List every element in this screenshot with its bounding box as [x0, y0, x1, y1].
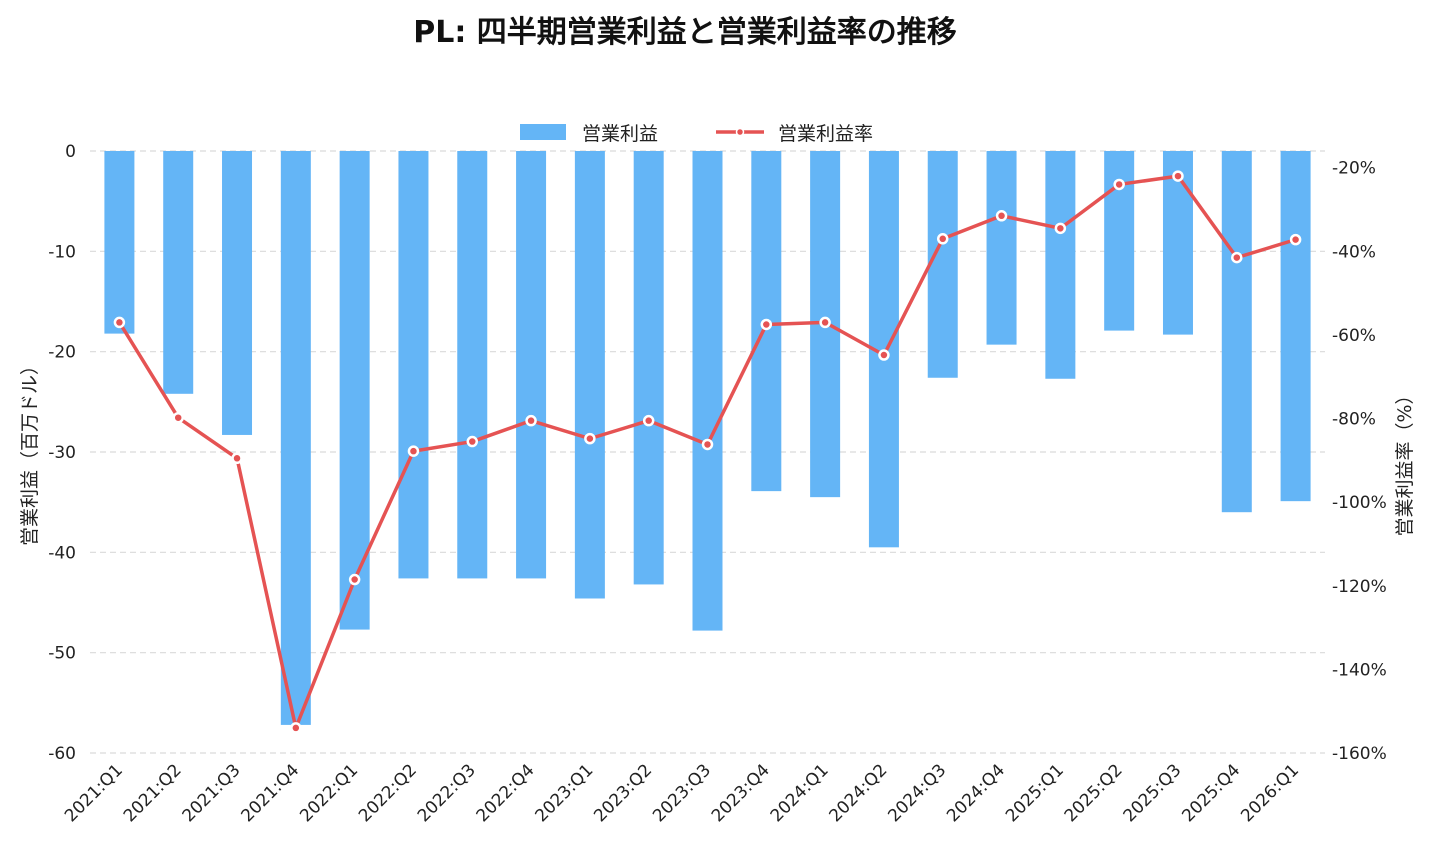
x-tick-label: 2022:Q4: [473, 760, 539, 826]
bar: [339, 151, 370, 630]
line-point: [290, 722, 302, 734]
x-tick-label: 2024:Q4: [943, 760, 1009, 826]
x-tick-label: 2026:Q1: [1237, 760, 1303, 826]
x-tick-label: 2024:Q1: [767, 760, 833, 826]
line-point: [642, 414, 655, 427]
bar: [163, 151, 194, 394]
y2-tick-label: -60%: [1332, 326, 1376, 346]
bar: [1045, 151, 1076, 379]
x-tick-label: 2022:Q2: [355, 760, 421, 826]
y2-tick-label: -140%: [1332, 660, 1387, 680]
x-tick-label: 2025:Q4: [1178, 760, 1244, 826]
bar: [280, 151, 311, 725]
bar: [516, 151, 547, 579]
x-tick-label: 2023:Q1: [532, 760, 598, 826]
line-point: [172, 411, 184, 424]
line-point: [348, 573, 361, 586]
y2-tick-label: -120%: [1332, 577, 1387, 597]
line-point: [113, 316, 126, 329]
line-series: [113, 170, 1302, 734]
y-tick-label: -10: [48, 242, 76, 262]
x-axis-ticks: 2021:Q12021:Q22021:Q32021:Q42022:Q12022:…: [61, 760, 1303, 826]
legend-bar-label: 営業利益: [582, 123, 658, 145]
line-point: [407, 445, 420, 457]
chart-title: PL: 四半期営業利益と営業利益率の推移: [413, 15, 957, 50]
x-tick-label: 2021:Q2: [120, 760, 186, 826]
bar: [692, 151, 723, 631]
y2-tick-label: -80%: [1332, 410, 1376, 430]
line-point: [936, 233, 949, 245]
bar: [1280, 151, 1311, 502]
legend-line-label: 営業利益率: [778, 123, 873, 145]
line-point: [231, 452, 243, 465]
line-point: [1172, 170, 1184, 182]
right-axis-ticks: -20% -40% -60% -80% -100% -120% -140% -160%: [1332, 159, 1387, 764]
y2-tick-label: -100%: [1332, 493, 1387, 513]
y-tick-label: -50: [48, 644, 76, 664]
x-tick-label: 2021:Q1: [61, 760, 127, 826]
x-tick-label: 2023:Q2: [590, 760, 656, 826]
line-point: [995, 210, 1008, 222]
y-tick-label: -20: [48, 343, 76, 363]
line-point: [701, 438, 714, 451]
line-point: [819, 316, 831, 329]
y-axis-label: 営業利益（百万ドル）: [19, 356, 41, 546]
bar: [398, 151, 429, 579]
line-point: [1054, 222, 1067, 235]
legend-bar-swatch: [520, 124, 566, 140]
line-point: [466, 435, 479, 448]
line-point: [1231, 251, 1243, 264]
x-tick-label: 2023:Q4: [708, 760, 774, 826]
y2-tick-label: -20%: [1332, 159, 1376, 179]
y-tick-label: -40: [48, 543, 76, 563]
x-tick-label: 2024:Q3: [884, 760, 950, 826]
x-tick-label: 2023:Q3: [649, 760, 715, 826]
x-tick-label: 2021:Q4: [237, 760, 303, 826]
y-tick-label: -30: [48, 443, 76, 463]
bar: [104, 151, 135, 334]
line-point: [1289, 233, 1302, 246]
line-point: [1113, 178, 1125, 191]
x-tick-label: 2022:Q3: [414, 760, 480, 826]
y-tick-label: 0: [65, 142, 76, 162]
x-tick-label: 2022:Q1: [296, 760, 362, 826]
bar-series: [104, 151, 1311, 725]
left-axis-ticks: 0 -10 -20 -30 -40 -50 -60: [48, 142, 76, 764]
legend: 営業利益 営業利益率: [520, 123, 873, 145]
bar: [986, 151, 1017, 345]
x-tick-label: 2024:Q2: [826, 760, 892, 826]
line-point: [760, 318, 773, 331]
x-tick-label: 2025:Q2: [1061, 760, 1127, 826]
legend-line-marker: [735, 127, 745, 137]
bar: [1104, 151, 1135, 331]
line-point: [584, 432, 596, 445]
x-tick-label: 2021:Q3: [179, 760, 245, 826]
line-point: [878, 349, 890, 361]
bar: [1221, 151, 1252, 513]
bar: [927, 151, 958, 378]
bar: [222, 151, 253, 435]
y2-tick-label: -160%: [1332, 744, 1387, 764]
y2-axis-label: 営業利益率（%）: [1394, 385, 1416, 536]
y-tick-label: -60: [48, 744, 76, 764]
bar: [574, 151, 605, 599]
bar: [633, 151, 664, 585]
bar: [457, 151, 488, 579]
x-tick-label: 2025:Q1: [1002, 760, 1068, 826]
x-tick-label: 2025:Q3: [1120, 760, 1186, 826]
y2-tick-label: -40%: [1332, 242, 1376, 262]
line-point: [525, 414, 537, 427]
